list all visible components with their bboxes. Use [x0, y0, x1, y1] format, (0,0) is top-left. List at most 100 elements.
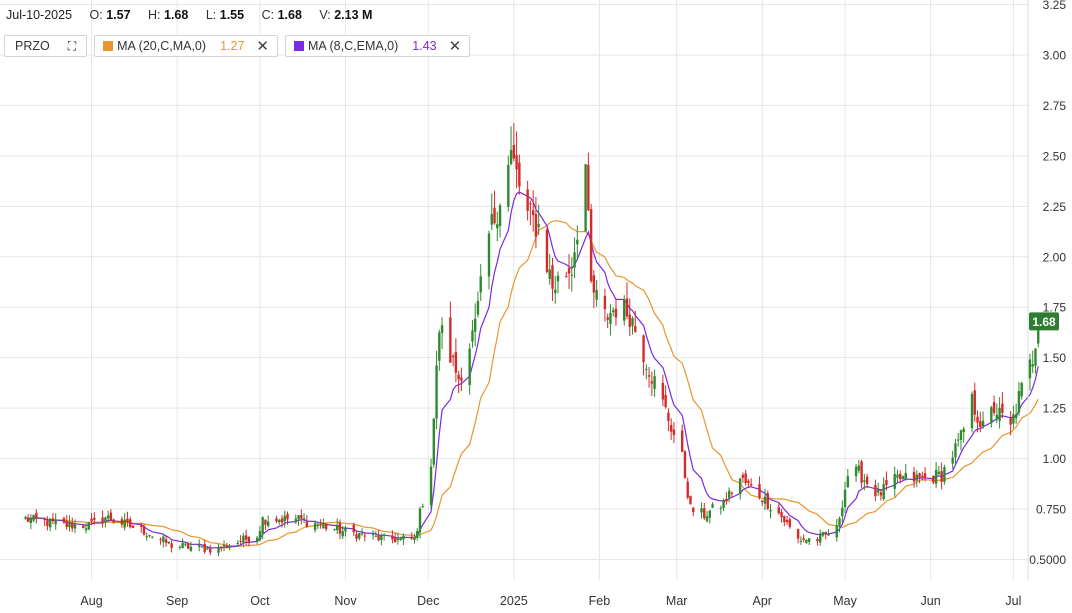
candle-body	[209, 548, 212, 553]
candle-body	[653, 376, 656, 389]
candle-body	[995, 415, 999, 419]
candle-body	[841, 507, 844, 517]
candle-body	[206, 547, 209, 550]
candle-body	[719, 507, 723, 509]
candle-body	[937, 471, 941, 475]
candle-body	[280, 518, 284, 523]
open-value: 1.57	[106, 8, 131, 22]
x-tick-label: Nov	[334, 594, 357, 608]
candle-body	[918, 473, 921, 478]
candle-body	[609, 312, 612, 324]
candle-body	[722, 500, 725, 508]
candle-body	[785, 519, 789, 523]
candle-body	[239, 540, 242, 542]
y-tick-label: 1.25	[1043, 402, 1067, 416]
candle-body	[796, 528, 800, 539]
candle-body	[109, 512, 113, 521]
candle-body	[126, 518, 129, 522]
candle-body	[435, 365, 438, 419]
candle-body	[1034, 348, 1037, 366]
candle-body	[129, 519, 132, 528]
candle-body	[333, 529, 336, 531]
candle-body	[959, 430, 963, 441]
candle-body	[449, 317, 452, 363]
candle-body	[548, 269, 551, 280]
candle-body	[493, 207, 496, 224]
candle-body	[507, 164, 510, 207]
candle-body	[198, 544, 201, 547]
x-tick-label: Dec	[417, 594, 439, 608]
y-tick-label: 2.25	[1043, 200, 1067, 214]
candle-body	[140, 525, 143, 527]
candle-body	[802, 538, 805, 540]
candle-body	[515, 155, 518, 170]
candle-body	[363, 535, 366, 537]
y-tick-label: 1.75	[1043, 301, 1067, 315]
candle-body	[48, 518, 52, 528]
candle-body	[981, 420, 985, 426]
chart-grid	[0, 0, 1028, 580]
candle-body	[587, 164, 590, 211]
candle-body	[396, 538, 400, 541]
candle-body	[893, 474, 896, 489]
candle-body	[990, 407, 993, 424]
candle-body	[747, 480, 750, 483]
candle-body	[341, 531, 344, 537]
x-tick-label: Apr	[753, 594, 772, 608]
ma8-chip[interactable]: MA (8,C,EMA,0) 1.43 ✕	[284, 35, 471, 57]
close-icon[interactable]: ✕	[256, 38, 269, 55]
candle-body	[71, 522, 74, 529]
candle-body	[827, 534, 830, 536]
candle-body	[228, 545, 231, 548]
candle-body	[879, 492, 883, 496]
x-tick-label: Mar	[666, 594, 688, 608]
candle-body	[43, 518, 46, 521]
x-tick-label: Sep	[166, 594, 188, 608]
candle-body	[711, 504, 714, 508]
candle-body	[531, 210, 535, 216]
candle-body	[576, 239, 579, 245]
candle-body	[669, 424, 673, 432]
x-tick-label: Oct	[250, 594, 270, 608]
candle-body	[1009, 417, 1012, 425]
candle-body	[647, 375, 651, 377]
candle-body	[32, 514, 35, 521]
symbol-chip[interactable]: PRZO ⛶	[4, 35, 88, 57]
expand-icon[interactable]: ⛶	[67, 38, 77, 53]
candle-body	[573, 252, 576, 268]
candle-body	[468, 348, 471, 386]
candle-body	[661, 382, 665, 400]
candle-body	[518, 162, 521, 187]
y-tick-label: 2.00	[1043, 250, 1067, 264]
candle-body	[65, 521, 68, 527]
candle-body	[474, 318, 477, 332]
candle-body	[460, 377, 463, 381]
candle-body	[162, 536, 165, 543]
x-tick-label: Jul	[1005, 594, 1021, 608]
candle-body	[816, 538, 819, 542]
high-value: 1.68	[164, 8, 189, 22]
candle-body	[556, 275, 560, 282]
candle-body	[87, 522, 90, 530]
candle-body	[932, 475, 935, 483]
x-axis: Aug Sep Oct Nov Dec 2025 Feb Mar Apr May Jun Jul	[80, 594, 1021, 608]
candle-body	[344, 527, 347, 532]
candle-body	[496, 224, 499, 229]
candle-body	[606, 317, 609, 320]
candle-body	[912, 471, 916, 482]
x-tick-label: Feb	[589, 594, 611, 608]
candle-body	[352, 524, 355, 533]
candle-body	[487, 233, 491, 277]
candle-body	[1001, 403, 1004, 413]
close-icon[interactable]: ✕	[448, 38, 462, 55]
candle-body	[164, 539, 168, 543]
candle-body	[863, 480, 866, 482]
candle-body	[901, 476, 905, 480]
candle-body	[672, 429, 676, 435]
ma20-chip[interactable]: MA (20,C,MA,0) 1.27 ✕	[94, 35, 278, 57]
candle-body	[612, 310, 615, 313]
candle-body	[692, 507, 695, 512]
candle-body	[957, 439, 960, 441]
y-tick-label: 2.50	[1043, 149, 1067, 163]
